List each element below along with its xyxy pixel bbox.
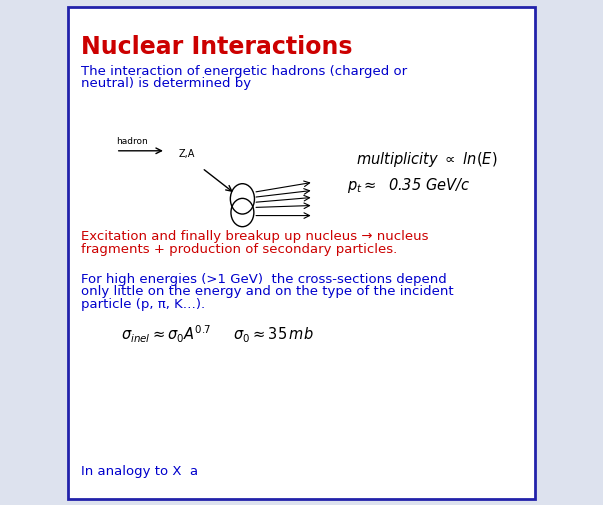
Text: For high energies (>1 GeV)  the cross-sections depend: For high energies (>1 GeV) the cross-sec… (81, 273, 447, 286)
Text: neutral) is determined by: neutral) is determined by (81, 77, 256, 90)
Text: $p_t \approx$  0.35 GeV/c: $p_t \approx$ 0.35 GeV/c (347, 176, 471, 195)
Text: The interaction of energetic hadrons (charged or: The interaction of energetic hadrons (ch… (81, 65, 408, 78)
Text: In analogy to X  a: In analogy to X a (81, 464, 203, 477)
Text: fragments + production of secondary particles.: fragments + production of secondary part… (81, 242, 397, 256)
FancyBboxPatch shape (68, 8, 535, 499)
Text: hadron: hadron (116, 136, 148, 145)
Text: particle (p, π, K…).: particle (p, π, K…). (81, 297, 206, 311)
Text: only little on the energy and on the type of the incident: only little on the energy and on the typ… (81, 285, 454, 298)
Text: $\sigma_{inel} \approx \sigma_0 A^{0.7}$     $\sigma_0 \approx 35\,mb$: $\sigma_{inel} \approx \sigma_0 A^{0.7}$… (121, 323, 314, 344)
Text: multiplicity $\propto$ ln$(E)$: multiplicity $\propto$ ln$(E)$ (356, 149, 497, 169)
Text: Nuclear Interactions: Nuclear Interactions (81, 35, 353, 59)
Text: Z,A: Z,A (178, 149, 195, 159)
Text: Excitation and finally breakup up nucleus → nucleus: Excitation and finally breakup up nucleu… (81, 229, 429, 242)
